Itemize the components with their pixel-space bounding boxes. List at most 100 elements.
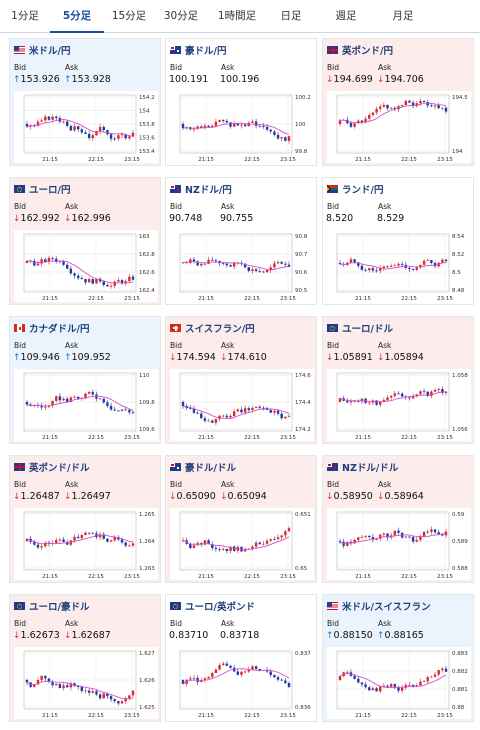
candlestick-chart[interactable]: 0.883 0.882 0.881 0.88 21:15 22:15 23:15 [327,647,471,719]
currency-pair-link[interactable]: ユーロ/英ポンド [185,602,255,613]
candle-body [353,401,356,402]
candle-body [254,542,258,547]
tab-2[interactable]: 15分足 [111,10,147,22]
rate-card[interactable]: 米ドル/スイスフラン Bid Ask ↑0.88150 ↑0.88165 0.883 0.8… [322,594,474,722]
tab-6[interactable]: 週足 [335,10,357,22]
x-tick-label: 22:15 [401,157,417,163]
currency-pair-link[interactable]: NZドル/円 [185,185,232,196]
candle-body [444,391,448,393]
tab-7[interactable]: 月足 [392,10,414,22]
candlestick-chart[interactable]: 1.265 1.264 1.263 21:15 22:15 23:15 [14,508,158,580]
candlestick-chart[interactable]: 0.837 0.836 21:15 22:15 23:15 [170,647,314,719]
bid-label: Bid [327,619,339,628]
rate-card[interactable]: スイスフラン/円 Bid Ask ↓174.594 ↓174.610 174.6 174.4… [165,316,317,444]
currency-pair-link[interactable]: ユーロ/豪ドル [29,602,90,613]
ask-value: ↓1.62687 [64,630,111,641]
rate-card[interactable]: NZドル/ドル Bid Ask ↓0.58950 ↓0.58964 0.59 0.589 0.… [322,455,474,583]
currency-pair-link[interactable]: 英ポンド/ドル [29,463,90,474]
candle-body [430,260,433,264]
candle-body [397,393,400,395]
currency-pair-link[interactable]: 米ドル/スイスフラン [342,602,431,613]
tab-3[interactable]: 30分足 [163,10,199,22]
x-tick-label: 22:15 [401,574,417,580]
ask-price: 0.65094 [227,491,267,502]
candle-body [181,124,185,129]
x-tick-label: 22:15 [88,157,104,163]
candlestick-chart[interactable]: 0.651 0.65 21:15 22:15 23:15 [170,508,314,580]
chart-bg [170,369,314,441]
candlestick-chart[interactable]: 1.058 1.056 21:15 22:15 23:15 [327,369,471,441]
candlestick-chart[interactable]: 163 162.8 162.6 162.4 21:15 22:15 23:15 [14,230,158,302]
candle-body [360,536,364,538]
rate-card[interactable]: NZドル/円 Bid Ask 90.748 90.755 90.8 90.7 90.6 90.5… [165,177,317,305]
candle-body [113,138,116,140]
candlestick-chart[interactable]: 174.6 174.4 174.2 21:15 22:15 23:15 [170,369,314,441]
rate-card[interactable]: ランド/円 Bid Ask 8.520 8.529 8.54 8.52 8.5 8.48 21:1… [322,177,474,305]
candle-body [258,406,261,408]
bid-label: Bid [14,480,26,489]
ask-value: ↓0.65094 [220,491,267,502]
rate-card[interactable]: 英ポンド/円 Bid Ask ↓194.699 ↓194.706 194.5 194 21:1… [322,38,474,166]
currency-pair-link[interactable]: 豪ドル/円 [185,46,227,57]
bid-value: ↓0.65090 [169,491,216,502]
plot-frame [23,511,137,571]
candle-body [76,536,80,539]
candle-body [415,267,418,270]
tab-0[interactable]: 1分足 [11,10,39,22]
candle-body [389,684,393,687]
rate-card[interactable]: ユーロ/円 Bid Ask ↓162.992 ↓162.996 163 162.8 162.6… [9,177,161,305]
rate-card[interactable]: 豪ドル/ドル Bid Ask ↓0.65090 ↓0.65094 0.651 0.65 21:… [165,455,317,583]
candle-body [349,542,353,544]
currency-pair-link[interactable]: カナダドル/円 [29,324,90,335]
rate-card[interactable]: 豪ドル/円 Bid Ask 100.191 100.196 100.2 100 99.8 21:… [165,38,317,166]
candlestick-chart[interactable]: 100.2 100 99.8 21:15 22:15 23:15 [170,91,314,163]
y-tick-label: 1.264 [139,539,155,545]
currency-pair-link[interactable]: ユーロ/円 [29,185,71,196]
currency-pair-link[interactable]: NZドル/ドル [342,463,399,474]
plot-frame [179,511,293,571]
currency-pair-link[interactable]: ユーロ/ドル [342,324,393,335]
currency-pair-link[interactable]: 米ドル/円 [29,46,71,57]
candle-body [58,683,62,689]
candlestick-chart[interactable]: 90.8 90.7 90.6 90.5 21:15 22:15 23:15 [170,230,314,302]
rate-card[interactable]: カナダドル/円 Bid Ask ↑109.946 ↑109.952 110 109.8 109… [9,316,161,444]
candle-body [211,673,214,677]
plot-frame [179,650,293,710]
x-tick-label: 21:15 [42,157,58,163]
candle-body [371,688,375,691]
candlestick-chart[interactable]: 110 109.8 109.6 21:15 22:15 23:15 [14,369,158,441]
bid-price: 1.26487 [20,491,60,502]
arrow-down-icon: ↓ [13,214,21,224]
plot-frame [336,650,450,710]
rate-card[interactable]: ユーロ/豪ドル Bid Ask ↓1.62673 ↓1.62687 1.627 1.626 1… [9,594,161,722]
tab-4[interactable]: 1時間足 [217,10,257,22]
tab-5[interactable]: 日足 [280,10,302,22]
rate-card[interactable]: 英ポンド/ドル Bid Ask ↓1.26487 ↓1.26497 1.265 1.264 1… [9,455,161,583]
candle-body [192,408,196,413]
candle-body [441,668,444,671]
ask-price: 1.62687 [71,630,111,641]
y-tick-label: 174.2 [295,427,311,433]
currency-pair-link[interactable]: ランド/円 [342,185,384,196]
candlestick-chart[interactable]: 194.5 194 21:15 22:15 23:15 [327,91,471,163]
currency-pair-link[interactable]: 英ポンド/円 [342,46,393,57]
candle-body [51,681,54,686]
currency-pair-link[interactable]: スイスフラン/円 [185,324,255,335]
rate-card[interactable]: ユーロ/ドル Bid Ask ↓1.05891 ↓1.05894 1.058 1.056 21… [322,316,474,444]
candlestick-chart[interactable]: 8.54 8.52 8.5 8.48 21:15 22:15 23:15 [327,230,471,302]
arrow-up-icon: ↑ [13,75,21,85]
candle-body [87,391,91,394]
rate-card[interactable]: 米ドル/円 Bid Ask ↑153.926 ↑153.928 154.2 154 153.8… [9,38,161,166]
candle-body [408,267,411,270]
candlestick-chart[interactable]: 0.59 0.589 0.588 21:15 22:15 23:15 [327,508,471,580]
tab-1[interactable]: 5分足 [50,0,104,33]
candle-body [128,136,131,139]
chart-bg [170,91,314,163]
currency-pair-link[interactable]: 豪ドル/ドル [185,463,236,474]
moving-average-line [26,119,134,137]
candle-body [411,102,415,107]
candlestick-chart[interactable]: 1.627 1.626 1.625 21:15 22:15 23:15 [14,647,158,719]
rate-card[interactable]: ユーロ/英ポンド Bid Ask 0.83710 0.83718 0.837 0.836 21… [165,594,317,722]
candle-body [258,271,261,272]
candlestick-chart[interactable]: 154.2 154 153.8 153.6 153.4 21:15 22:15 23:15 [14,91,158,163]
